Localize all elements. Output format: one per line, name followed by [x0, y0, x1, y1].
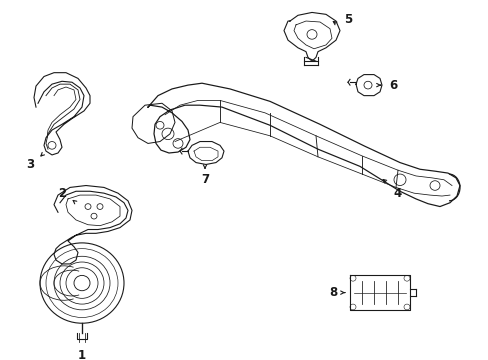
Text: 2: 2 — [58, 187, 66, 200]
Text: 5: 5 — [343, 13, 351, 26]
Text: 6: 6 — [388, 78, 396, 91]
Text: 7: 7 — [201, 173, 209, 186]
Text: 1: 1 — [78, 349, 86, 360]
Text: 3: 3 — [26, 158, 34, 171]
Text: 8: 8 — [328, 286, 336, 299]
Text: 4: 4 — [393, 187, 401, 200]
